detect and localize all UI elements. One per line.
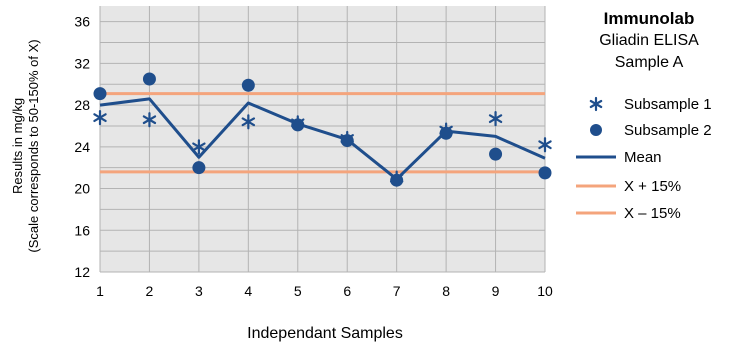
line-swatch-icon <box>576 184 616 188</box>
data-point-subsample-2 <box>489 147 503 161</box>
data-point-subsample-2 <box>241 78 255 92</box>
data-point-subsample-1 <box>538 137 552 153</box>
y-tick-label: 32 <box>74 55 90 71</box>
data-point-subsample-2 <box>93 87 107 101</box>
data-point-subsample-2 <box>291 118 305 132</box>
x-tick-label: 3 <box>195 283 203 299</box>
chart-subtitle-1: Gliadin ELISA <box>599 32 699 49</box>
x-tick-label: 10 <box>537 283 553 299</box>
data-point-subsample-1 <box>142 112 157 128</box>
legend-item-lower-limit: X – 15% <box>572 202 738 224</box>
x-tick-label: 9 <box>492 283 500 299</box>
series-layer <box>93 72 552 187</box>
circle-marker-icon <box>590 124 602 136</box>
x-tick-label: 2 <box>146 283 154 299</box>
y-tick-label: 24 <box>74 139 90 155</box>
chart-title: Immunolab <box>603 9 695 28</box>
data-point-subsample-2 <box>390 173 404 187</box>
y-tick-label: 12 <box>74 264 90 280</box>
data-point-subsample-2 <box>538 166 552 180</box>
x-tick-label: 5 <box>294 283 302 299</box>
x-tick-label: 1 <box>96 283 104 299</box>
chart-subtitle-2: Sample A <box>614 54 684 71</box>
legend-label: Subsample 2 <box>624 121 712 139</box>
y-axis-label-line-1: Results in mg/kg <box>10 98 25 194</box>
legend-item-upper-limit: X + 15% <box>572 175 738 197</box>
data-point-subsample-1 <box>488 111 503 127</box>
legend: Immunolab Gliadin ELISA Sample A Subsamp… <box>560 8 738 222</box>
x-tick-label: 6 <box>343 283 351 299</box>
data-point-subsample-2 <box>439 126 453 140</box>
data-point-subsample-2 <box>142 72 156 86</box>
data-point-subsample-1 <box>192 139 206 155</box>
data-point-subsample-1 <box>93 110 107 126</box>
star-marker-icon <box>589 96 603 112</box>
y-tick-label: 36 <box>74 14 90 30</box>
legend-label: Mean <box>624 148 662 166</box>
y-tick-label: 28 <box>74 97 90 113</box>
plot-area <box>100 6 545 272</box>
data-point-subsample-2 <box>192 161 206 175</box>
legend-title: Immunolab Gliadin ELISA Sample A <box>560 8 738 74</box>
legend-item-subsample-2: Subsample 2 <box>572 119 738 141</box>
plot-background <box>100 6 545 272</box>
legend-label: X – 15% <box>624 204 681 222</box>
line-swatch-icon <box>576 155 616 159</box>
data-point-subsample-2 <box>340 134 354 148</box>
y-axis-label-line-2: (Scale corresponds to 50-150% of X) <box>26 39 41 252</box>
x-tick-label: 8 <box>442 283 450 299</box>
mean-line <box>99 97 546 181</box>
legend-item-subsample-1: Subsample 1 <box>572 93 738 115</box>
y-tick-label: 20 <box>74 181 90 197</box>
x-tick-label: 7 <box>393 283 401 299</box>
line-swatch-icon <box>576 211 616 215</box>
data-point-subsample-1 <box>241 114 256 130</box>
x-axis-label: Independant Samples <box>247 325 403 342</box>
reference-lines <box>100 92 545 174</box>
legend-label: Subsample 1 <box>624 95 712 113</box>
y-tick-label: 16 <box>74 222 90 238</box>
legend-label: X + 15% <box>624 177 682 195</box>
legend-item-mean: Mean <box>572 146 738 168</box>
x-tick-label: 4 <box>244 283 252 299</box>
